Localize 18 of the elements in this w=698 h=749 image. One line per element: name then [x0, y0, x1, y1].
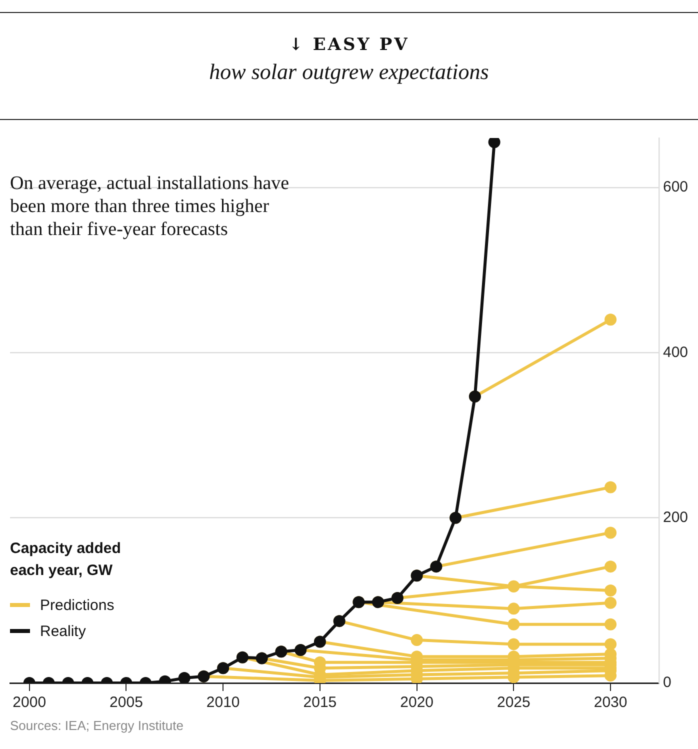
y-tick-label: 600 [662, 178, 688, 196]
y-tick-label: 400 [662, 344, 688, 361]
x-tick-label: 2015 [303, 694, 337, 712]
x-tick-label: 2025 [496, 694, 530, 712]
source-note: Sources: IEA; Energy Institute [10, 718, 184, 733]
x-tick-label: 2010 [206, 694, 240, 712]
chart-title: ↓ EASY PV [288, 35, 410, 55]
annotation: On average, actual installations have been more than three times higher than their five-year forecasts [10, 172, 290, 241]
x-tick-label: 2000 [12, 694, 46, 712]
y-tick-label: 200 [662, 508, 688, 526]
x-tick-label: 2030 [594, 694, 628, 712]
legend-label: Predictions [40, 596, 114, 614]
x-tick-label: 2020 [400, 694, 434, 712]
legend-label: Reality [40, 622, 86, 640]
legend-title: Capacity added each year, GW [10, 539, 122, 581]
y-tick-label: 0 [662, 674, 672, 692]
chart-subtitle: how solar outgrew expectations [208, 59, 490, 85]
x-tick-label: 2005 [110, 694, 143, 712]
